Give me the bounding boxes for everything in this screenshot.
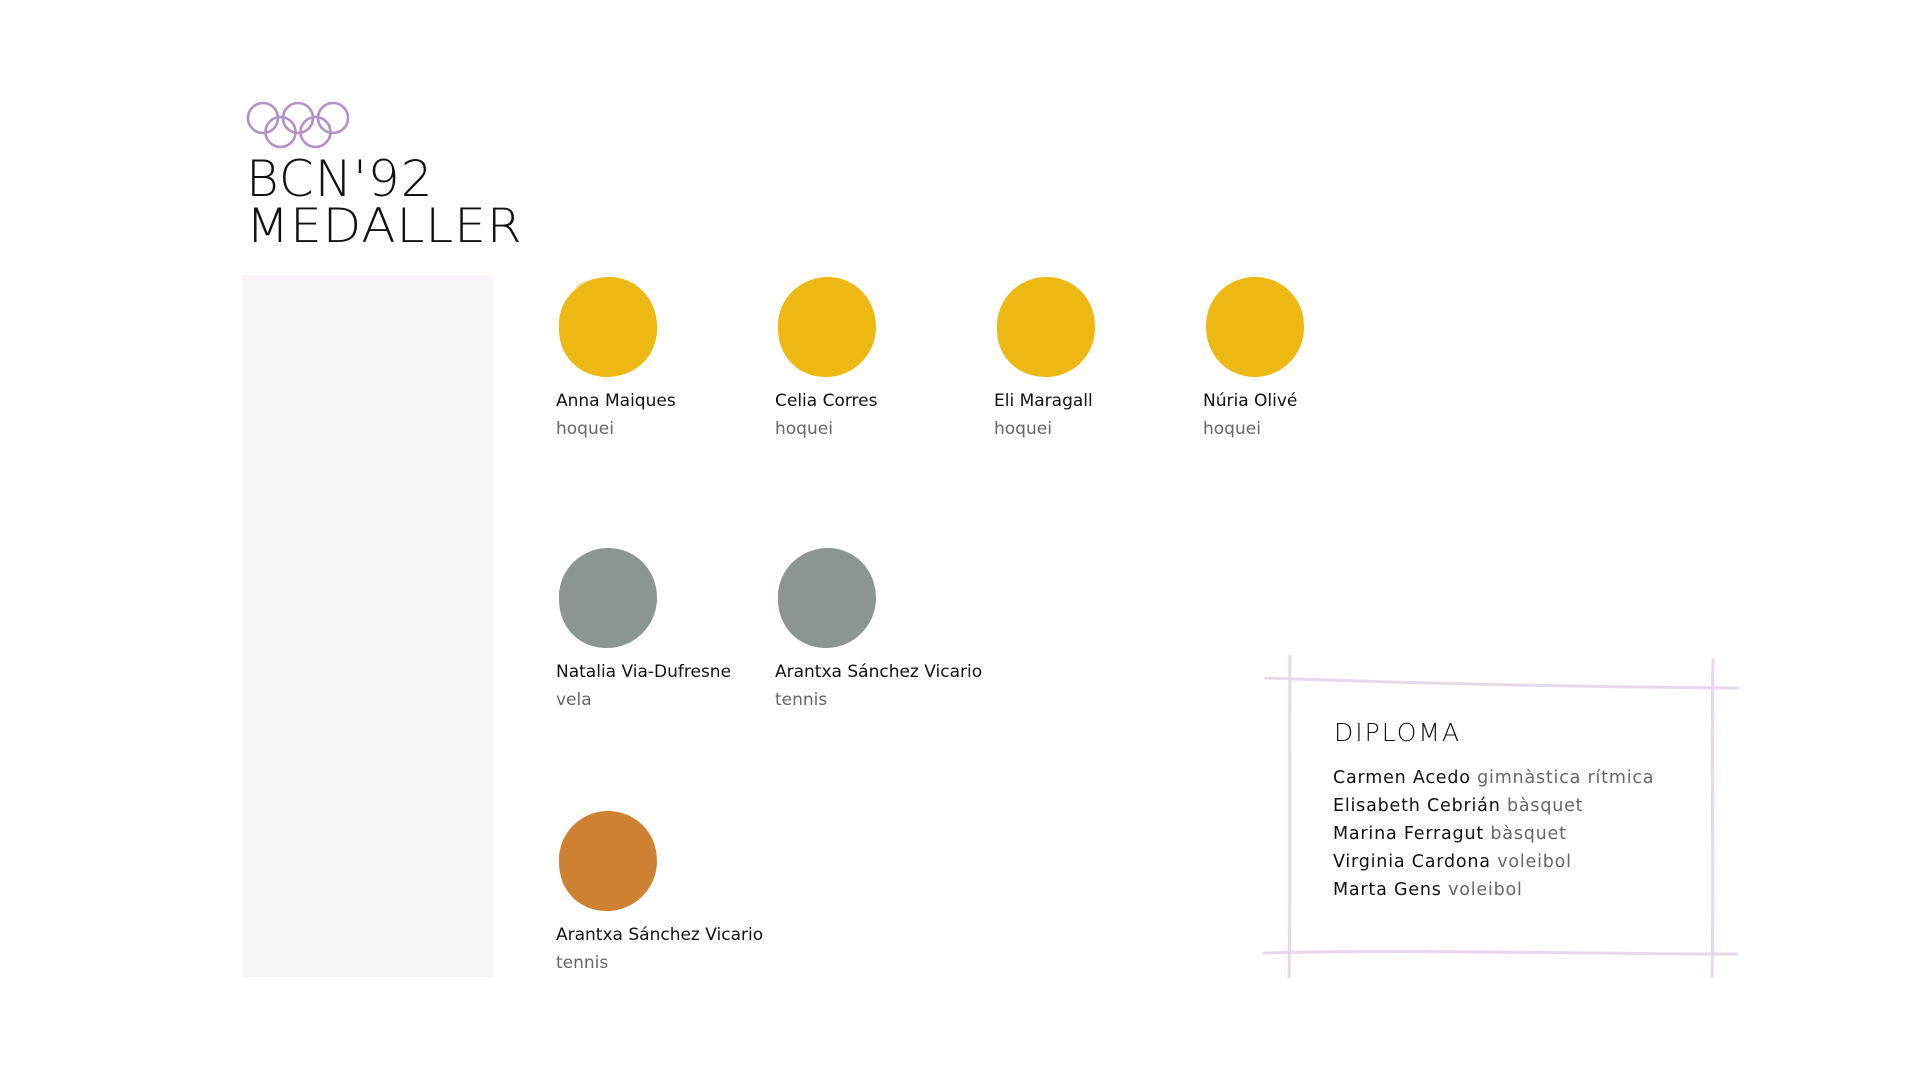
athlete-name: Núria Olivé [1203,391,1298,411]
medal-card-gold[interactable]: Núria Olivé hoquei [1203,275,1423,439]
athlete-sport: hoquei [1203,419,1261,439]
athlete-name: Celia Corres [775,391,878,411]
athlete-sport: hoquei [775,419,833,439]
athlete-name: Eli Maragall [994,391,1093,411]
page-title: BCN'92 [246,150,434,208]
diploma-list: Carmen Acedo gimnàstica rítmica Elisabet… [1333,764,1654,904]
diploma-entry: Marina Ferragut bàsquet [1333,820,1654,848]
athlete-sport: tennis [556,953,609,973]
diploma-sport: bàsquet [1490,824,1567,844]
diploma-entry: Elisabeth Cebrián bàsquet [1333,792,1654,820]
diploma-name: Virginia Cardona [1333,852,1491,872]
medal-card-bronze[interactable]: Arantxa Sánchez Vicario tennis [556,809,776,973]
gold-medal-icon [777,277,876,377]
diploma-name: Marta Gens [1333,880,1442,900]
diploma-frame [1262,654,1740,978]
athlete-name: Anna Maiques [556,391,676,411]
athlete-sport: hoquei [994,419,1052,439]
athlete-name: Natalia Via-Dufresne [556,662,732,682]
silver-medal-icon [558,548,657,648]
page-subtitle: MEDALLER [246,198,523,254]
diploma-entry: Virginia Cardona voleibol [1333,848,1654,876]
medal-card-gold[interactable]: Celia Corres hoquei [775,275,995,439]
diploma-sport: voleibol [1448,880,1523,900]
athlete-sport: tennis [775,690,828,710]
athlete-name: Arantxa Sánchez Vicario [775,662,983,682]
silver-medal-icon [777,548,876,648]
medal-card-silver[interactable]: Natalia Via-Dufresne vela [556,546,776,710]
medal-card-gold[interactable]: Eli Maragall hoquei [994,275,1214,439]
diploma-entry: Marta Gens voleibol [1333,876,1654,904]
diploma-sport: bàsquet [1506,796,1584,816]
sidebar-panel [243,275,493,977]
diploma-sport: gimnàstica rítmica [1477,768,1655,788]
athlete-name: Arantxa Sánchez Vicario [556,925,764,945]
diploma-sport: voleibol [1497,852,1572,872]
diploma-entry: Carmen Acedo gimnàstica rítmica [1333,764,1654,792]
diploma-name: Elisabeth Cebrián [1333,796,1501,816]
bronze-medal-icon [558,811,657,911]
gold-medal-icon [558,276,658,377]
athlete-sport: hoquei [556,419,614,439]
diploma-panel: DIPLOMA Carmen Acedo gimnàstica rítmica … [1262,648,1740,978]
olympic-rings-logo [246,101,350,149]
gold-medal-icon [996,276,1096,377]
athlete-sport: vela [556,690,592,710]
medal-card-gold[interactable]: Anna Maiques hoquei [556,275,776,439]
diploma-title: DIPLOMA [1334,718,1462,747]
diploma-name: Carmen Acedo [1333,768,1471,788]
gold-medal-icon [1206,277,1304,377]
diploma-name: Marina Ferragut [1333,824,1485,844]
medal-card-silver[interactable]: Arantxa Sánchez Vicario tennis [775,546,995,710]
